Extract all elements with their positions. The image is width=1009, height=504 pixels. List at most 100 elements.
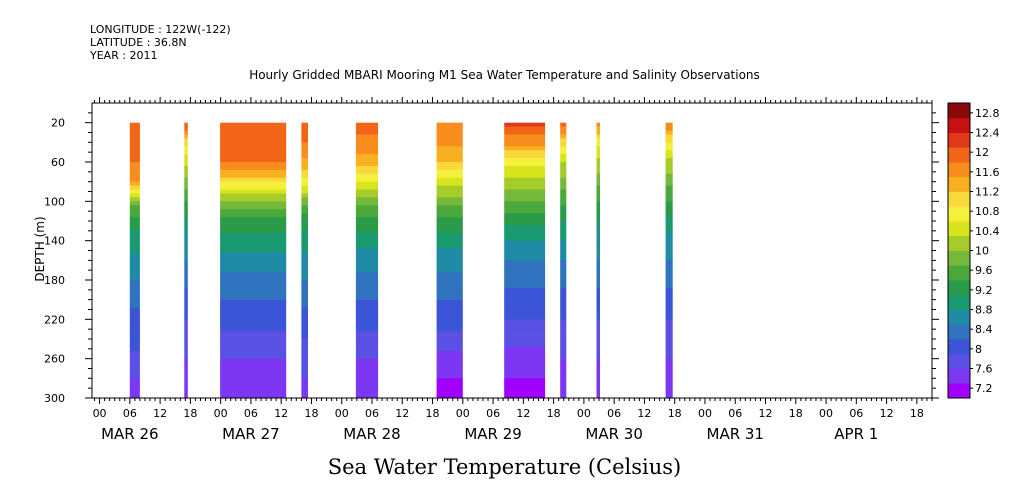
data-cell [596,126,600,131]
colorbar-swatch [948,294,970,310]
colorbar-swatch [948,147,970,163]
data-cell [129,165,140,171]
data-cell [220,303,287,308]
data-cell [129,374,140,379]
data-cell [184,335,188,340]
data-cell [665,240,673,245]
data-cell [220,177,287,182]
data-cell [129,248,140,253]
data-cell [436,142,463,147]
data-cell [220,346,287,352]
data-cell [184,327,188,332]
data-cell [301,378,308,383]
x-tick-label: 06 [486,407,500,420]
data-cell [596,283,600,289]
data-cell [220,130,287,135]
data-cell [436,272,463,277]
data-cell [436,154,463,159]
data-cell [184,134,188,139]
data-cell [129,390,140,395]
data-cell [436,209,463,214]
data-cell [355,272,379,277]
x-tick-label: 18 [426,407,440,420]
data-cell [301,339,308,344]
data-cell [184,146,188,151]
data-cell [301,177,308,182]
data-cell [560,154,567,159]
data-cell [184,374,188,379]
data-cell [596,189,600,194]
data-cell [596,150,600,155]
data-cell [129,299,140,304]
year-label: YEAR : 2011 [90,49,158,62]
data-cell [436,350,463,356]
data-cell [184,287,188,293]
data-cell [436,224,463,230]
data-cell [596,185,600,190]
data-cell [301,350,308,356]
data-cell [129,142,140,147]
data-cell [355,193,379,198]
data-cell [184,315,188,320]
data-cell [184,394,188,399]
data-cell [220,193,287,198]
data-cell [504,315,546,320]
x-tick-label: 12 [395,407,409,420]
data-cell [560,162,567,167]
data-cell [220,201,287,206]
data-cell [184,346,188,352]
data-cell [220,295,287,300]
data-cell [355,181,379,186]
data-cell [220,209,287,214]
data-cell [129,350,140,356]
data-cell [560,327,567,332]
x-tick-label: 00 [698,407,712,420]
data-cell [665,276,673,281]
data-cell [665,142,673,147]
data-cell [355,252,379,257]
x-tick-label: 18 [304,407,318,420]
data-cell [665,370,673,375]
data-cell [355,307,379,312]
data-cell [665,221,673,226]
colorbar-label: 12.4 [975,127,1000,140]
data-cell [560,350,567,356]
data-cell [596,213,600,218]
data-cell [184,382,188,387]
data-cell [301,335,308,340]
data-cell [184,339,188,344]
data-cell [436,248,463,253]
data-cell [436,240,463,245]
data-cell [596,280,600,285]
data-cell [560,382,567,387]
y-tick-label: 220 [44,313,65,326]
data-cell [301,197,308,202]
data-cell [129,307,140,312]
data-cell [184,154,188,159]
data-cell [596,295,600,300]
data-cell [355,236,379,241]
data-cell [355,315,379,320]
y-tick-label: 60 [51,156,65,169]
data-cell [129,146,140,151]
data-cell [220,146,287,151]
data-cell [504,382,546,387]
x-tick-label: 06 [728,407,742,420]
data-cell [184,217,188,222]
data-cell [436,295,463,300]
data-cell [301,287,308,293]
colorbar-swatch [948,191,970,207]
y-tick-label: 100 [44,195,65,208]
data-cell [560,311,567,316]
colorbar-swatch [948,265,970,281]
data-cell [220,173,287,179]
x-tick-label: 18 [183,407,197,420]
x-tick-label: 12 [274,407,288,420]
data-cell [596,205,600,210]
data-cell [184,150,188,155]
x-tick-label: 06 [607,407,621,420]
data-cell [596,162,600,167]
data-cell [301,374,308,379]
data-cell [436,394,463,399]
